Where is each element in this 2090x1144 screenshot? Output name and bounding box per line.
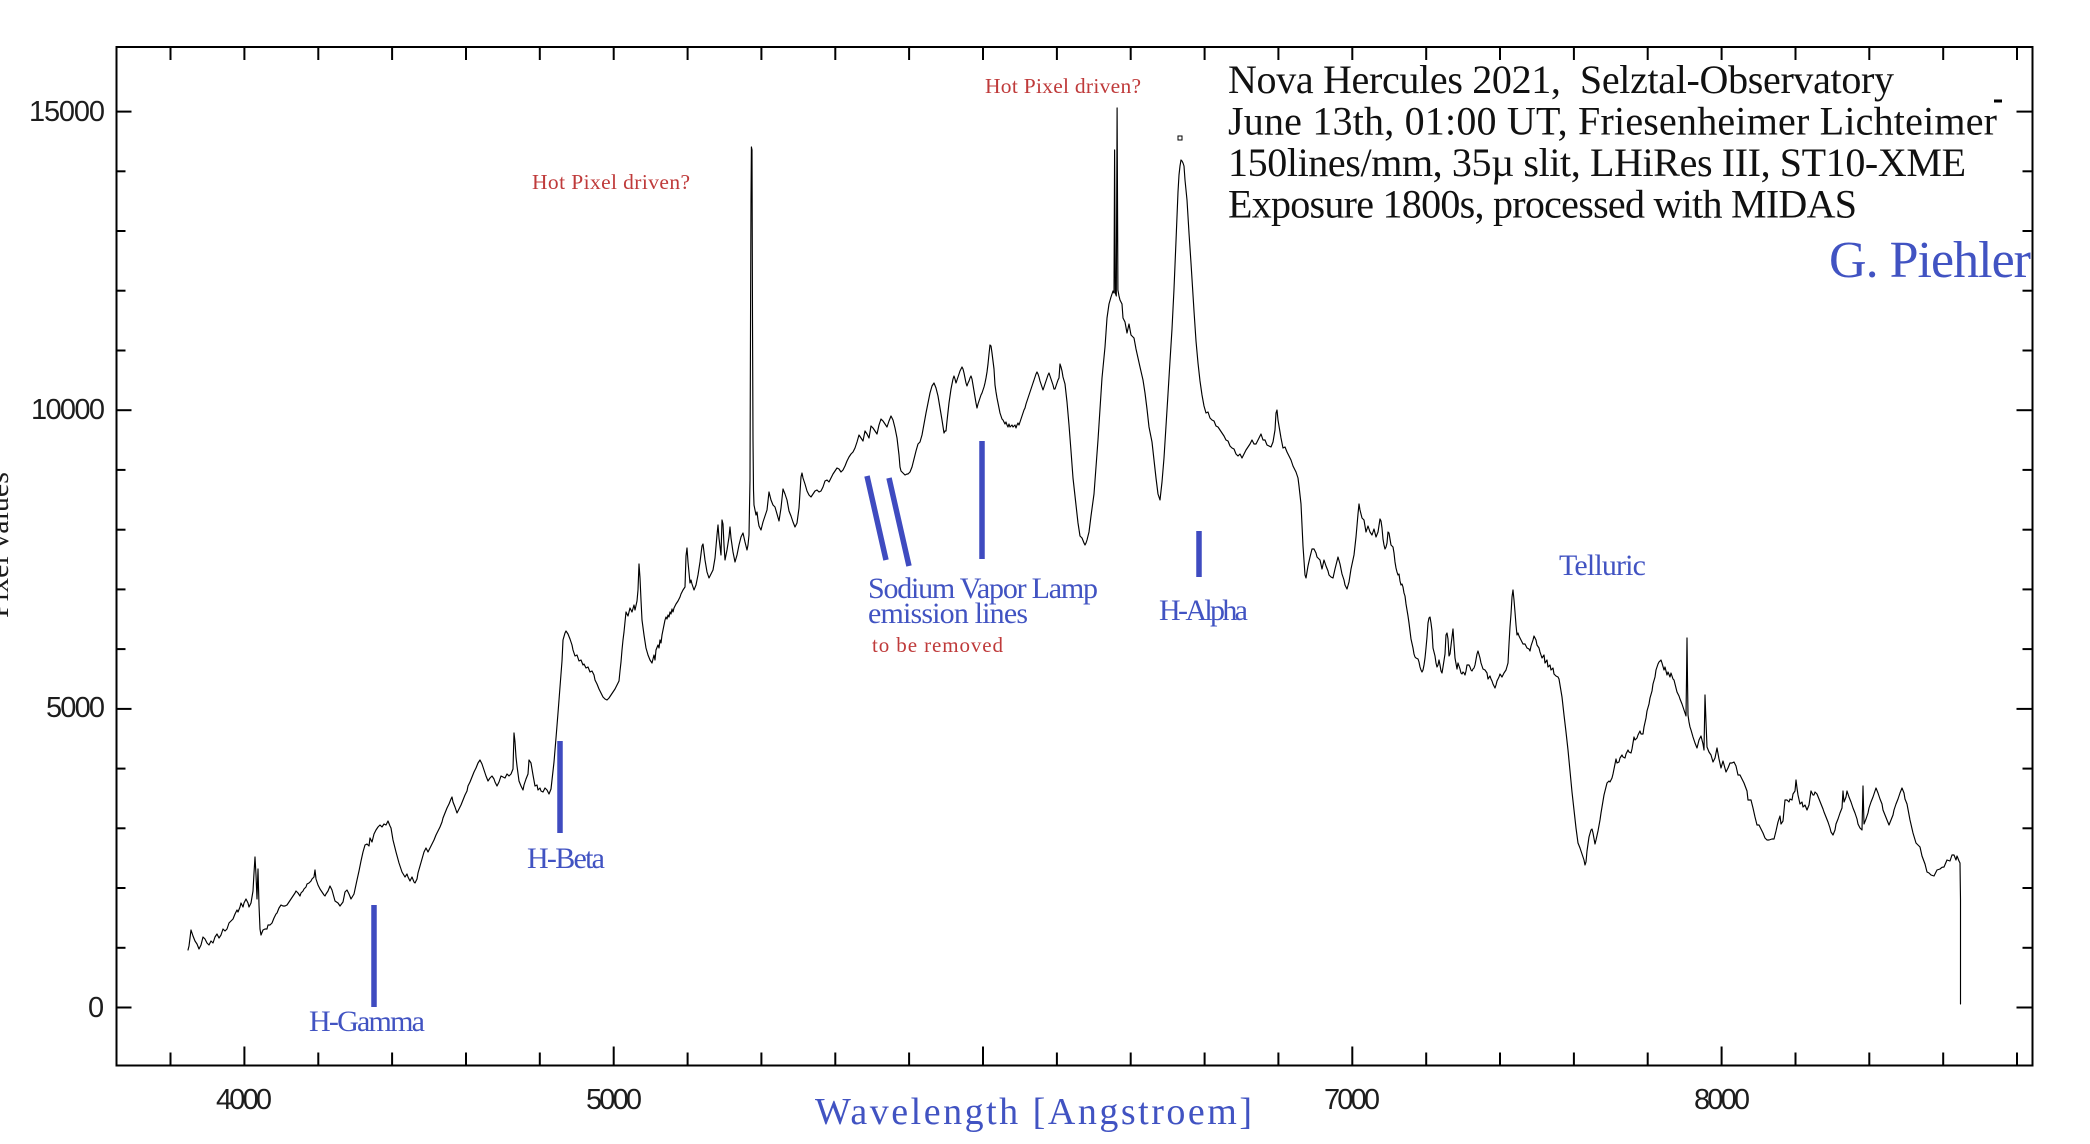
svg-text:emission lines: emission lines [868, 597, 1028, 630]
svg-text:10000: 10000 [31, 394, 105, 426]
svg-text:4000: 4000 [216, 1084, 272, 1116]
svg-text:8000: 8000 [1694, 1084, 1750, 1116]
svg-text:H-Beta: H-Beta [527, 842, 605, 875]
svg-text:Wavelength [Angstroem]: Wavelength [Angstroem] [815, 1091, 1252, 1133]
svg-text:Nova Hercules 2021, Selztal-O: Nova Hercules 2021, Selztal-Observatory [1228, 57, 1894, 102]
svg-text:Hot Pixel driven?: Hot Pixel driven? [532, 170, 690, 194]
svg-text:H-Gamma: H-Gamma [309, 1005, 425, 1038]
svg-text:H-Alpha: H-Alpha [1159, 594, 1248, 627]
svg-text:June 13th, 01:00 UT, Friesenhe: June 13th, 01:00 UT, Friesenheimer Licht… [1228, 99, 1997, 144]
svg-text:Hot Pixel driven?: Hot Pixel driven? [985, 74, 1141, 98]
svg-text:Sodium Vapor Lamp: Sodium Vapor Lamp [868, 572, 1098, 605]
svg-text:5000: 5000 [586, 1084, 642, 1116]
svg-text:5000: 5000 [46, 692, 105, 724]
svg-text:15000: 15000 [29, 96, 105, 128]
svg-text:7000: 7000 [1324, 1084, 1380, 1116]
svg-text:Exposure 1800s, processed with: Exposure 1800s, processed with MIDAS [1228, 182, 1857, 227]
svg-text:Telluric: Telluric [1559, 549, 1646, 582]
svg-text:0: 0 [88, 992, 104, 1024]
svg-text:G. Piehler: G. Piehler [1829, 232, 2031, 289]
svg-text:to be removed: to be removed [872, 633, 1004, 657]
svg-text:150lines/mm, 35µ slit, LHiRes: 150lines/mm, 35µ slit, LHiRes III, ST10-… [1228, 140, 1966, 185]
svg-text:Pixel values: Pixel values [0, 472, 15, 618]
